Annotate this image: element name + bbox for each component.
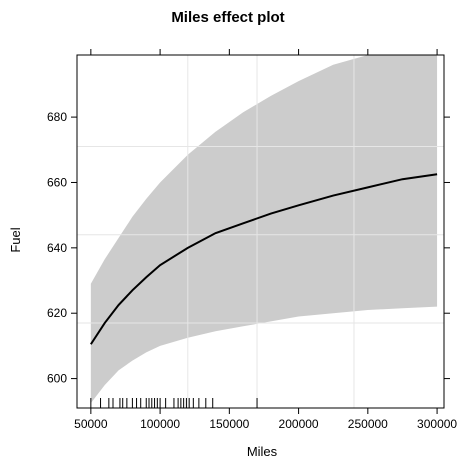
y-axis-label: Fuel	[8, 227, 23, 252]
y-tick-label: 600	[47, 372, 67, 386]
plot-area: 50000 100000 150000 200000 250000 300000 600 62…	[47, 49, 457, 431]
x-tick-label: 200000	[279, 417, 319, 431]
x-tick-label: 150000	[209, 417, 249, 431]
y-tick-label: 640	[47, 241, 67, 255]
y-tick-label: 620	[47, 306, 67, 320]
x-tick-label: 250000	[348, 417, 388, 431]
x-tick-label: 50000	[74, 417, 108, 431]
y-tick-label: 660	[47, 175, 67, 189]
x-tick-label: 300000	[417, 417, 457, 431]
plot-frame	[76, 54, 445, 409]
x-axis-label: Miles	[247, 444, 278, 459]
x-tick-label: 100000	[140, 417, 180, 431]
y-tick-label: 680	[47, 110, 67, 124]
confidence-band	[90, 55, 438, 404]
chart-title: Miles effect plot	[171, 9, 284, 26]
fit-line	[90, 173, 438, 345]
